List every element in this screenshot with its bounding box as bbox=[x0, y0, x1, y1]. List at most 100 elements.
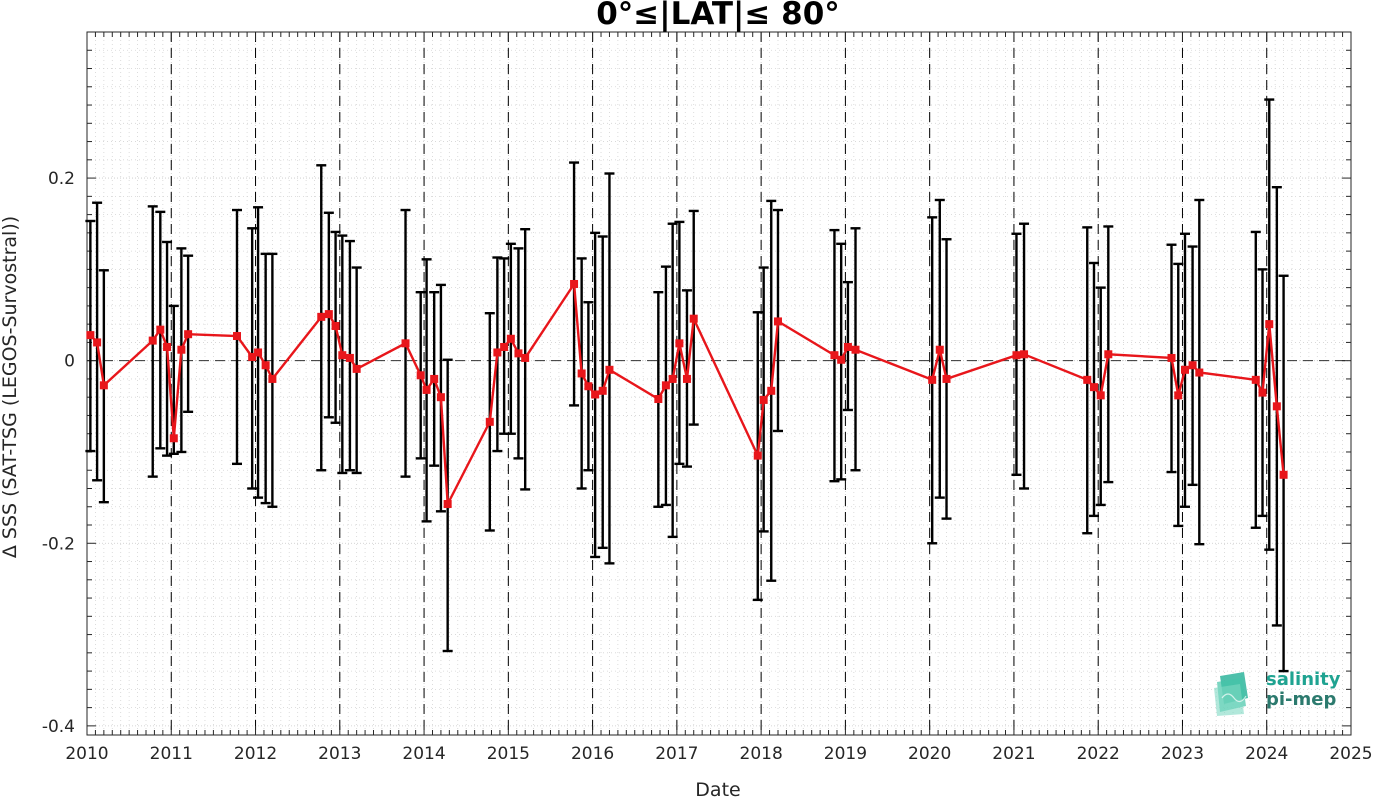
data-point bbox=[493, 348, 502, 357]
data-point bbox=[1188, 361, 1197, 370]
data-point bbox=[422, 385, 431, 394]
y-axis-label: Δ SSS (SAT-TSG (LEGOS-Survostral)) bbox=[0, 215, 21, 559]
logo-line-1: salinity bbox=[1266, 669, 1341, 690]
data-point bbox=[598, 386, 607, 395]
data-point bbox=[514, 349, 523, 358]
data-point bbox=[352, 364, 361, 373]
data-point bbox=[1089, 383, 1098, 392]
data-point bbox=[1167, 353, 1176, 362]
x-tick-label: 2023 bbox=[1161, 744, 1204, 764]
data-point bbox=[661, 381, 670, 390]
data-point bbox=[521, 353, 530, 362]
data-point bbox=[773, 317, 782, 326]
data-point bbox=[99, 381, 108, 390]
data-point bbox=[1265, 320, 1274, 329]
data-point bbox=[1195, 368, 1204, 377]
data-point bbox=[753, 451, 762, 460]
data-point bbox=[1083, 375, 1092, 384]
minor-grid bbox=[87, 31, 1351, 735]
data-point bbox=[485, 417, 494, 426]
data-point bbox=[1104, 350, 1113, 359]
data-point bbox=[317, 312, 326, 321]
data-point bbox=[1251, 375, 1260, 384]
x-tick-label: 2014 bbox=[402, 744, 445, 764]
data-point bbox=[1012, 351, 1021, 360]
data-point bbox=[86, 331, 95, 340]
x-tick-label: 2022 bbox=[1077, 744, 1120, 764]
data-point bbox=[1272, 402, 1281, 411]
data-point bbox=[506, 334, 515, 343]
data-point bbox=[261, 361, 270, 370]
data-point bbox=[401, 339, 410, 348]
data-point bbox=[1279, 470, 1288, 479]
data-point bbox=[416, 371, 425, 380]
x-tick-label: 2011 bbox=[150, 744, 193, 764]
data-point bbox=[591, 390, 600, 399]
x-tick-label: 2018 bbox=[740, 744, 783, 764]
data-point bbox=[942, 374, 951, 383]
data-point bbox=[605, 365, 614, 374]
data-point bbox=[935, 345, 944, 354]
x-tick-label: 2013 bbox=[318, 744, 361, 764]
data-point bbox=[1258, 388, 1267, 397]
data-point bbox=[928, 375, 937, 384]
salinity-pimep-logo: salinity pi-mep bbox=[1214, 668, 1344, 716]
x-tick-label: 2020 bbox=[908, 744, 951, 764]
data-point bbox=[443, 500, 452, 509]
y-tick-label: 0 bbox=[64, 352, 75, 372]
plot-frame bbox=[86, 31, 1352, 736]
data-point bbox=[345, 353, 354, 362]
data-point bbox=[430, 374, 439, 383]
x-tick-label: 2017 bbox=[655, 744, 698, 764]
data-point bbox=[1174, 391, 1183, 400]
data-point bbox=[248, 353, 257, 362]
x-tick-label: 2021 bbox=[992, 744, 1035, 764]
data-point bbox=[851, 345, 860, 354]
data-point bbox=[577, 369, 586, 378]
data-point bbox=[668, 374, 677, 383]
logo-line-2: pi-mep bbox=[1266, 689, 1337, 710]
data-point bbox=[843, 342, 852, 351]
x-tick-label: 2025 bbox=[1329, 744, 1372, 764]
x-tick-label: 2024 bbox=[1245, 744, 1288, 764]
y-tick-label: -0.4 bbox=[42, 717, 75, 737]
data-point bbox=[500, 342, 509, 351]
chart-title: 0°≤|LAT|≤ 80° bbox=[596, 0, 840, 32]
year-marker-lines bbox=[170, 32, 1268, 735]
y-tick-label: -0.2 bbox=[42, 534, 75, 554]
data-point bbox=[759, 395, 768, 404]
data-point bbox=[830, 351, 839, 360]
data-point bbox=[436, 393, 445, 402]
wave-icon bbox=[1214, 672, 1248, 716]
data-point bbox=[169, 434, 178, 443]
x-tick-label: 2015 bbox=[487, 744, 530, 764]
x-tick-label: 2010 bbox=[65, 744, 108, 764]
data-point bbox=[654, 395, 663, 404]
data-point bbox=[268, 374, 277, 383]
data-point bbox=[148, 336, 157, 345]
data-point bbox=[232, 332, 241, 341]
data-point bbox=[584, 382, 593, 391]
x-axis-label: Date bbox=[695, 779, 741, 801]
error-bars bbox=[85, 98, 1289, 673]
y-tick-label: 0.2 bbox=[48, 169, 75, 189]
data-point bbox=[184, 330, 193, 339]
x-tick-label: 2012 bbox=[234, 744, 277, 764]
data-point bbox=[837, 355, 846, 364]
data-point bbox=[254, 348, 263, 357]
data-point bbox=[767, 386, 776, 395]
x-tick-label: 2019 bbox=[824, 744, 867, 764]
x-tick-labels: 2010 2011 2012 2013 2014 2015 2016 2017 2018 2019… bbox=[65, 744, 1372, 764]
axis-ticks bbox=[86, 31, 1352, 735]
data-point bbox=[156, 325, 165, 334]
data-point bbox=[682, 374, 691, 383]
data-point bbox=[689, 314, 698, 323]
data-point bbox=[324, 310, 333, 319]
data-point bbox=[163, 342, 172, 351]
data-point bbox=[1180, 365, 1189, 374]
data-point bbox=[675, 339, 684, 348]
data-point bbox=[1096, 391, 1105, 400]
data-markers bbox=[86, 279, 1288, 509]
data-point bbox=[570, 279, 579, 288]
